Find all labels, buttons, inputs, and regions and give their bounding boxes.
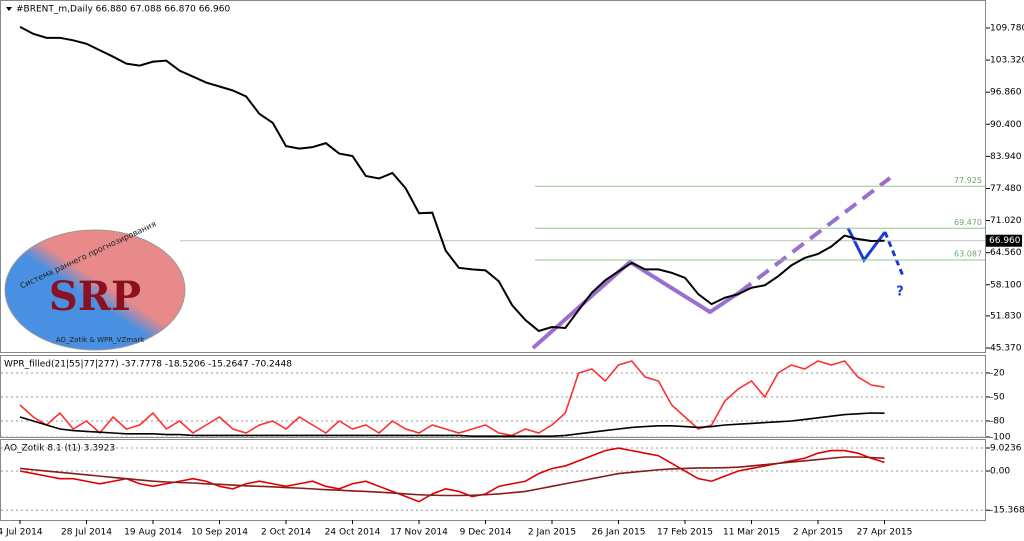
x-tick-label: 26 Jan 2015 — [592, 528, 646, 538]
x-tick-label: 28 Jul 2014 — [61, 528, 112, 538]
price-tag-label: 66.960 — [989, 236, 1021, 246]
x-tick-label: 2 Jan 2015 — [528, 528, 576, 538]
x-tick-label: 17 Nov 2014 — [390, 528, 448, 538]
x-tick-label: 2 Oct 2014 — [261, 528, 311, 538]
y-tick-label: 45.370 — [990, 344, 1022, 354]
y-tick-label: 0.00 — [990, 467, 1010, 477]
y-tick-label: -80 — [990, 417, 1005, 427]
x-tick-label: 9 Dec 2014 — [460, 528, 512, 538]
x-tick-label: 17 Feb 2015 — [657, 528, 713, 538]
y-tick-label: -50 — [990, 393, 1005, 403]
chart-title: #BRENT_m,Daily 66.880 67.088 66.870 66.9… — [16, 5, 230, 15]
wpr-title: WPR_filled(21|55|77|277) -37.7778 -18.52… — [4, 360, 292, 370]
logo-caption: AO_Zotik & WPR_VZmark — [56, 336, 145, 344]
price-tag — [986, 234, 1022, 247]
logo-badge — [4, 229, 186, 351]
level-label: 69.470 — [954, 218, 982, 227]
y-tick-label: 51.830 — [990, 311, 1022, 321]
y-tick-label: 96.860 — [990, 88, 1022, 98]
series-line — [19, 456, 885, 497]
x-tick-label: 11 Mar 2015 — [723, 528, 780, 538]
x-tick-label: 2 Apr 2015 — [793, 528, 843, 538]
y-tick-label: 58.100 — [990, 280, 1022, 290]
y-tick-label: 64.560 — [990, 248, 1022, 258]
forecast-dash — [883, 231, 905, 277]
logo: SRP Система раннего прогнозирования AO_Z… — [4, 219, 186, 351]
y-tick-label: -100 — [990, 433, 1011, 443]
y-tick-label: 83.940 — [990, 152, 1022, 162]
x-tick-label: 24 Oct 2014 — [325, 528, 381, 538]
x-tick-label: 4 Jul 2014 — [0, 528, 43, 538]
y-tick-label: 71.020 — [990, 216, 1022, 226]
y-tick-label: -15.3683 — [990, 506, 1024, 516]
level-label: 77.925 — [954, 176, 982, 185]
y-tick-label: 9.0236 — [990, 444, 1022, 454]
series-line — [19, 412, 885, 438]
ao-title: AO_Zotik 8.1 (t1) 3.3923 — [4, 444, 115, 454]
annotation: ? — [896, 285, 904, 300]
series-line — [19, 447, 885, 503]
y-tick-label: -20 — [990, 369, 1005, 379]
level-label: 63.087 — [954, 249, 982, 258]
x-tick-label: 19 Aug 2014 — [124, 528, 182, 538]
x-tick-label: 27 Apr 2015 — [857, 528, 913, 538]
series-line — [19, 360, 885, 437]
y-tick-label: 77.480 — [990, 184, 1022, 194]
menu-arrow — [6, 7, 12, 11]
x-tick-label: 10 Sep 2014 — [191, 528, 248, 538]
y-tick-label: 109.780 — [990, 23, 1024, 33]
y-tick-label: 90.400 — [990, 120, 1022, 130]
series-line — [19, 26, 885, 333]
logo-title: SRP — [49, 273, 141, 320]
projection-line — [738, 176, 892, 294]
y-tick-label: 103.320 — [990, 56, 1024, 66]
